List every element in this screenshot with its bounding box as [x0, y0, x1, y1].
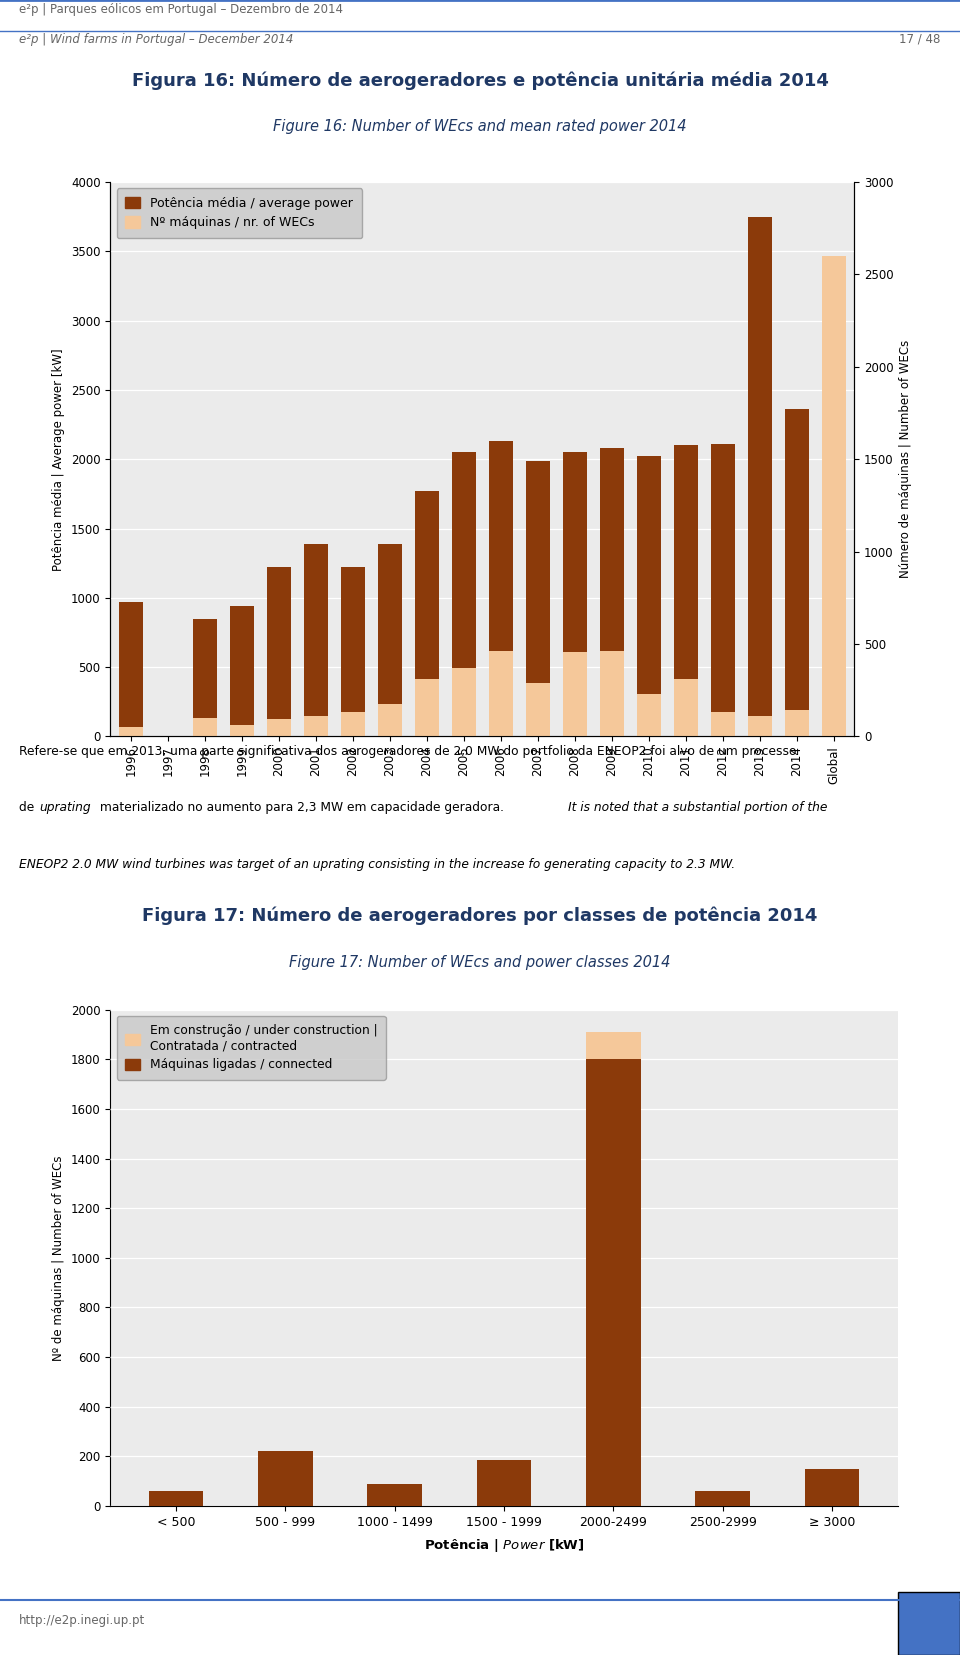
- Bar: [368, 1483, 422, 1506]
- Bar: [674, 679, 698, 736]
- Bar: [748, 217, 772, 736]
- Bar: [586, 1059, 640, 1506]
- Bar: [415, 492, 439, 736]
- Bar: [748, 717, 772, 736]
- Bar: [119, 727, 143, 736]
- Bar: [267, 718, 291, 736]
- Bar: [119, 602, 143, 736]
- Bar: [149, 1491, 204, 1506]
- Text: materializado no aumento para 2,3 MW em capacidade geradora.: materializado no aumento para 2,3 MW em …: [96, 801, 508, 814]
- Text: Figure 17: Number of WEcs and power classes 2014: Figure 17: Number of WEcs and power clas…: [289, 955, 671, 970]
- Bar: [822, 409, 846, 736]
- Text: uprating: uprating: [39, 801, 91, 814]
- Text: e²p | Wind farms in Portugal – December 2014: e²p | Wind farms in Portugal – December …: [19, 33, 294, 46]
- Bar: [636, 693, 661, 736]
- Legend: Em construção / under construction |
Contratada / contracted, Máquinas ligadas /: Em construção / under construction | Con…: [116, 1016, 386, 1079]
- Bar: [785, 409, 809, 736]
- Bar: [229, 606, 253, 736]
- Bar: [341, 712, 365, 736]
- Text: de: de: [19, 801, 38, 814]
- Bar: [563, 452, 587, 736]
- Bar: [695, 1491, 750, 1506]
- Bar: [563, 652, 587, 736]
- Bar: [303, 717, 328, 736]
- FancyBboxPatch shape: [898, 1592, 960, 1655]
- X-axis label: Potência | $\it{Power}$ [kW]: Potência | $\it{Power}$ [kW]: [423, 1537, 585, 1554]
- Bar: [193, 718, 217, 736]
- Y-axis label: Número de máquinas | Number of WECs: Número de máquinas | Number of WECs: [900, 341, 912, 578]
- Bar: [258, 1451, 313, 1506]
- Bar: [477, 1460, 531, 1506]
- Bar: [600, 449, 624, 736]
- Bar: [303, 544, 328, 736]
- Bar: [785, 710, 809, 736]
- Y-axis label: Nº de máquinas | Number of WECs: Nº de máquinas | Number of WECs: [53, 1155, 65, 1360]
- Text: Refere-se que em 2013, uma parte significativa dos aerogeradores de 2,0 MW do po: Refere-se que em 2013, uma parte signifi…: [19, 745, 797, 758]
- Bar: [452, 669, 476, 736]
- Bar: [267, 568, 291, 736]
- Text: 17 / 48: 17 / 48: [900, 33, 941, 46]
- Bar: [229, 725, 253, 736]
- Bar: [452, 452, 476, 736]
- Text: e²p | Parques eólicos em Portugal – Dezembro de 2014: e²p | Parques eólicos em Portugal – Deze…: [19, 3, 344, 17]
- Bar: [674, 445, 698, 736]
- Bar: [193, 619, 217, 736]
- Bar: [489, 442, 513, 736]
- Text: It is noted that a substantial portion of the: It is noted that a substantial portion o…: [568, 801, 828, 814]
- Bar: [341, 568, 365, 736]
- Text: Figure 16: Number of WEcs and mean rated power 2014: Figure 16: Number of WEcs and mean rated…: [274, 119, 686, 134]
- Bar: [711, 712, 735, 736]
- Text: Figura 17: Número de aerogeradores por classes de potência 2014: Figura 17: Número de aerogeradores por c…: [142, 907, 818, 925]
- Bar: [378, 703, 402, 736]
- Legend: Potência média / average power, Nº máquinas / nr. of WECs: Potência média / average power, Nº máqui…: [117, 189, 362, 238]
- Bar: [526, 684, 550, 736]
- Bar: [711, 444, 735, 736]
- Text: Figura 16: Número de aerogeradores e potência unitária média 2014: Figura 16: Número de aerogeradores e pot…: [132, 71, 828, 89]
- Bar: [586, 1033, 640, 1059]
- Text: http://e2p.inegi.up.pt: http://e2p.inegi.up.pt: [19, 1614, 146, 1627]
- Bar: [636, 457, 661, 736]
- Bar: [526, 460, 550, 736]
- Y-axis label: Potência média | Average power [kW]: Potência média | Average power [kW]: [53, 348, 65, 571]
- Bar: [822, 257, 846, 736]
- Bar: [378, 544, 402, 736]
- Bar: [415, 679, 439, 736]
- Text: ENEOP2 2.0 MW wind turbines was target of an uprating consisting in the increase: ENEOP2 2.0 MW wind turbines was target o…: [19, 857, 735, 871]
- Bar: [489, 652, 513, 736]
- Bar: [600, 650, 624, 736]
- Bar: [804, 1470, 859, 1506]
